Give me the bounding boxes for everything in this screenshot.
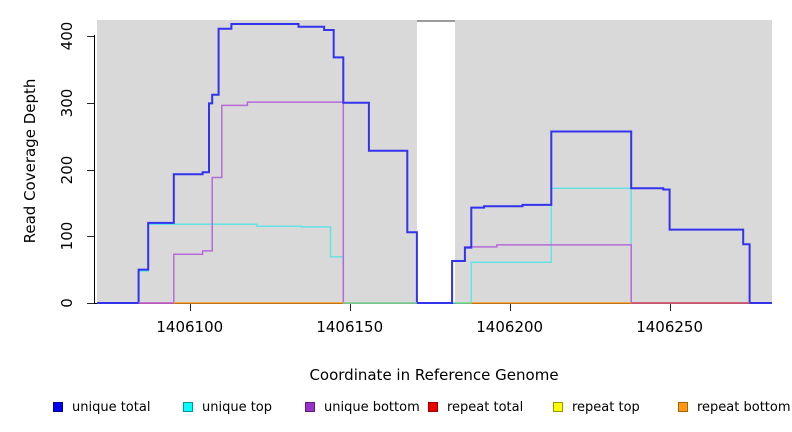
y-tick-label: 300 xyxy=(58,88,76,118)
legend-swatch-icon xyxy=(553,402,563,412)
y-tick-label: 0 xyxy=(58,298,76,308)
y-tick-mark xyxy=(87,236,94,238)
legend-label: unique top xyxy=(202,399,273,415)
legend-swatch-icon xyxy=(305,402,315,412)
legend-label: repeat top xyxy=(572,399,640,415)
legend-item-repeat-top: repeat top xyxy=(553,399,640,415)
series-unique-total xyxy=(97,23,772,304)
y-tick-mark xyxy=(87,303,94,304)
legend-label: unique total xyxy=(72,399,151,415)
masked-region xyxy=(416,20,456,303)
legend-label: repeat total xyxy=(447,399,524,415)
x-tick-mark xyxy=(189,304,191,311)
legend-item-unique-top: unique top xyxy=(183,399,272,415)
legend-swatch-icon xyxy=(53,402,63,412)
y-tick-mark xyxy=(87,169,94,171)
y-axis-title: Read Coverage Depth xyxy=(21,78,39,244)
legend-label: repeat bottom xyxy=(697,399,791,415)
y-tick-label: 400 xyxy=(58,21,76,51)
x-tick-label: 1406200 xyxy=(476,318,544,336)
x-tick-label: 1406100 xyxy=(156,318,224,336)
legend-item-repeat-bottom: repeat bottom xyxy=(678,399,791,415)
x-tick-label: 1406250 xyxy=(636,318,704,336)
legend-item-unique-bottom: unique bottom xyxy=(305,399,420,415)
legend-item-unique-total: unique total xyxy=(53,399,150,415)
y-tick-label: 200 xyxy=(58,155,76,184)
y-axis-line xyxy=(94,35,95,304)
y-tick-label: 100 xyxy=(58,221,76,251)
series-unique-top xyxy=(97,187,772,304)
legend-item-repeat-total: repeat total xyxy=(428,399,523,415)
legend-swatch-icon xyxy=(678,402,688,412)
legend-label: unique bottom xyxy=(324,399,420,415)
x-axis-title: Coordinate in Reference Genome xyxy=(309,366,559,384)
y-tick-mark xyxy=(87,102,94,104)
legend: unique total unique top unique bottom repea… xyxy=(0,399,792,419)
x-tick-label: 1406150 xyxy=(316,318,384,336)
legend-swatch-icon xyxy=(183,402,193,412)
x-tick-mark xyxy=(669,304,671,311)
series-unique-bottom xyxy=(97,101,772,304)
legend-swatch-icon xyxy=(428,402,438,412)
x-tick-mark xyxy=(509,304,511,311)
y-tick-mark xyxy=(87,36,94,38)
x-tick-mark xyxy=(349,304,351,311)
